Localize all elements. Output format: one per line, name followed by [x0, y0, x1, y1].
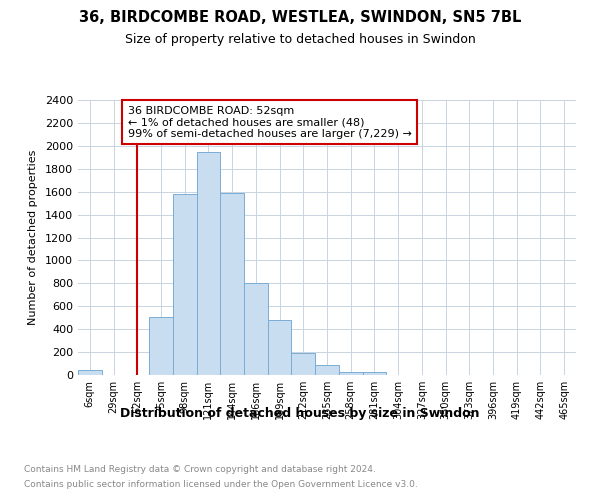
Bar: [268, 320, 292, 375]
Text: Size of property relative to detached houses in Swindon: Size of property relative to detached ho…: [125, 32, 475, 46]
Text: Distribution of detached houses by size in Swindon: Distribution of detached houses by size …: [120, 408, 480, 420]
Bar: [220, 193, 244, 375]
Bar: [339, 372, 362, 375]
Y-axis label: Number of detached properties: Number of detached properties: [28, 150, 38, 325]
Bar: [149, 316, 173, 375]
Bar: [315, 364, 339, 375]
Bar: [362, 372, 386, 375]
Bar: [173, 194, 197, 375]
Text: Contains HM Land Registry data © Crown copyright and database right 2024.: Contains HM Land Registry data © Crown c…: [24, 465, 376, 474]
Text: 36, BIRDCOMBE ROAD, WESTLEA, SWINDON, SN5 7BL: 36, BIRDCOMBE ROAD, WESTLEA, SWINDON, SN…: [79, 10, 521, 25]
Bar: [292, 353, 315, 375]
Bar: [244, 284, 268, 375]
Bar: [78, 370, 102, 375]
Bar: [197, 152, 220, 375]
Text: 36 BIRDCOMBE ROAD: 52sqm
← 1% of detached houses are smaller (48)
99% of semi-de: 36 BIRDCOMBE ROAD: 52sqm ← 1% of detache…: [128, 106, 412, 138]
Text: Contains public sector information licensed under the Open Government Licence v3: Contains public sector information licen…: [24, 480, 418, 489]
